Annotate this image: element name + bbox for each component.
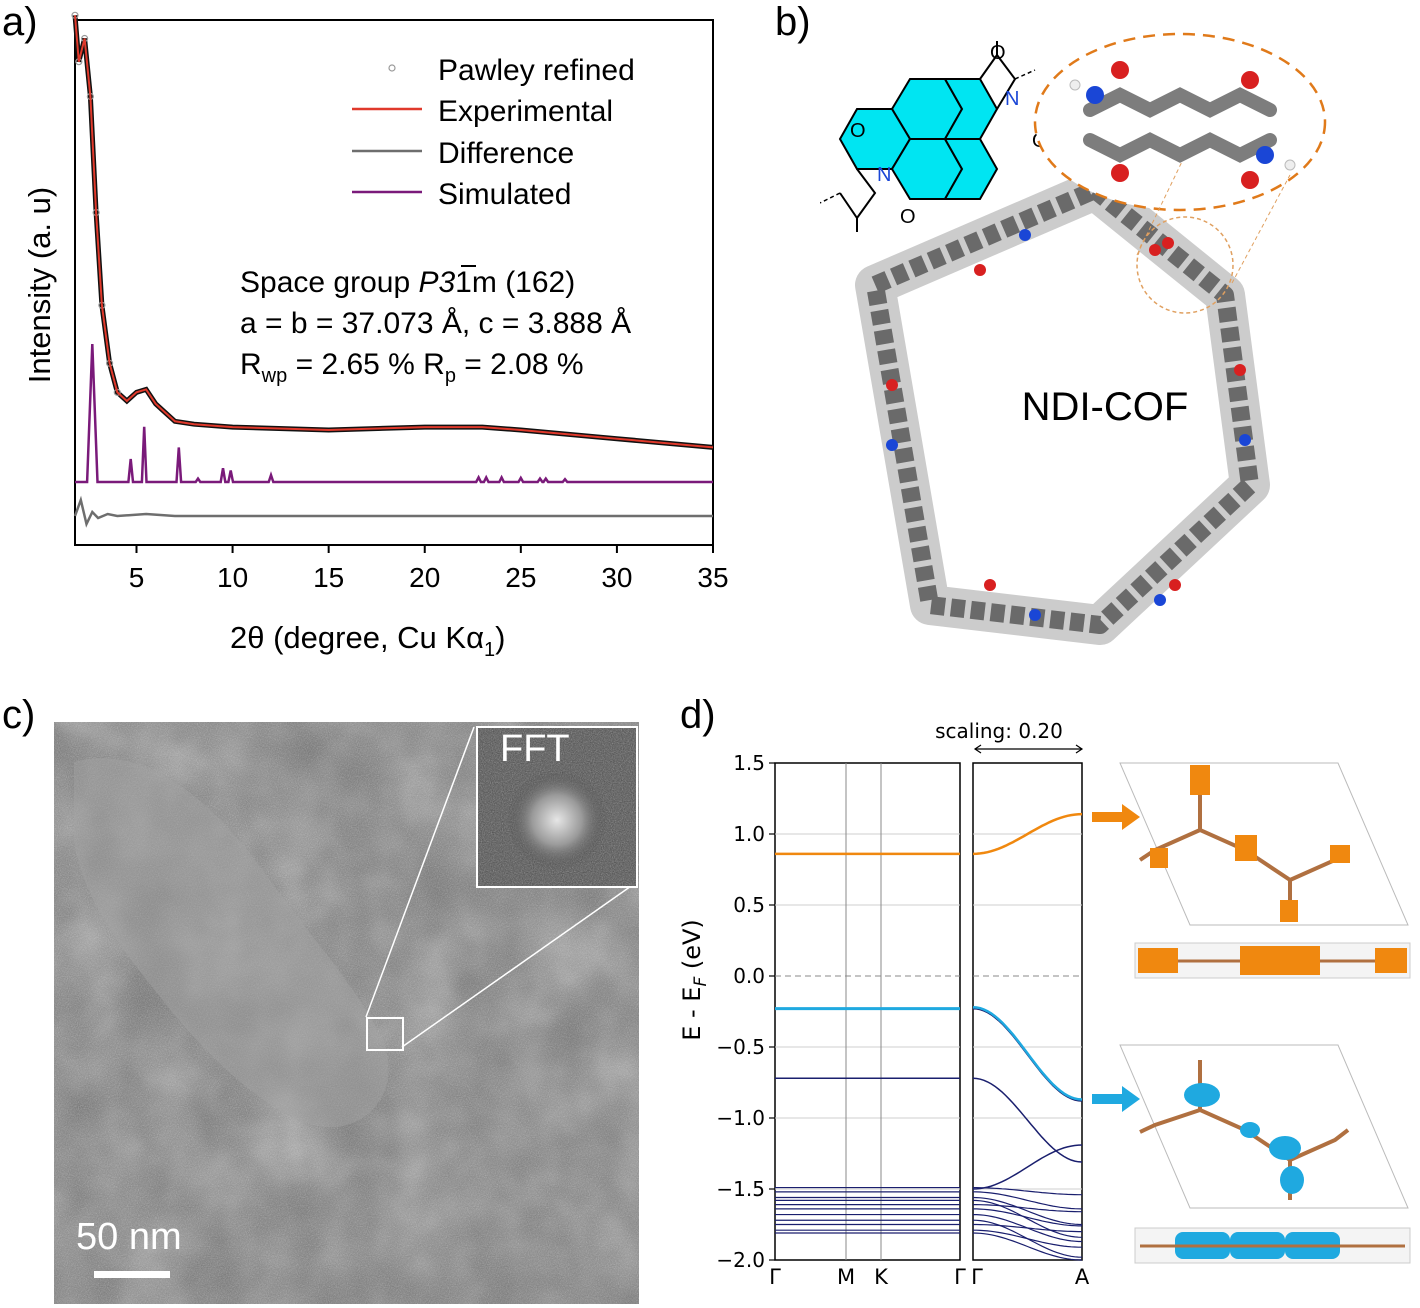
band-line [973, 1208, 1082, 1227]
xrd-x-axis-label: 2θ (degree, Cu Kα1) [230, 620, 505, 661]
k-point-label: Γ [954, 1265, 966, 1289]
vbm-arrow [1092, 1086, 1140, 1112]
imide-top [979, 53, 1017, 110]
legend-simulated: Simulated [438, 178, 571, 211]
r-factors: Rwp = 2.65 % Rp = 2.08 % [240, 348, 584, 387]
band-lines [775, 812, 1083, 1261]
band-panel-frame [972, 762, 1083, 1261]
xrd-chart: 5 10 15 20 25 30 35 Pawley refined Experimenta… [22, 11, 729, 661]
panel-label-c: c) [2, 693, 36, 737]
band-axes: 1.51.00.50.0−0.5−1.0−1.5−2.0Γ M K Γ Γ A [716, 751, 1089, 1289]
xrd-y-axis-label: Intensity (a. u) [22, 187, 57, 383]
xrd-x-tick-label: 15 [313, 562, 344, 593]
band-line [972, 1232, 1083, 1261]
scale-bar-label: 50 nm [76, 1216, 182, 1258]
k-point-label: A [1075, 1265, 1090, 1289]
cbm-arrow [1092, 804, 1140, 830]
xrd-difference-series [73, 495, 713, 528]
band-structure-chart: scaling: 0.20 1.5 1.0 0.5 0.0 −0.5 −1.0 −1.5 −2… [678, 719, 1411, 1289]
band-y-tick-label: 1.0 [733, 822, 765, 846]
lattice-parameters: a = b = 37.073 Å, c = 3.888 Å [240, 307, 631, 340]
legend-difference: Difference [438, 137, 574, 170]
fft-source-box [366, 1017, 404, 1051]
band-line [973, 1223, 1082, 1233]
space-group-label: Space group P31m (162) [240, 266, 575, 299]
band-y-tick-label: −2.0 [716, 1248, 765, 1272]
xrd-x-tick-label: 5 [129, 562, 145, 593]
band-y-axis-label: E - EF (eV) [678, 919, 711, 1041]
k-point-label: M [837, 1265, 855, 1289]
k-point-label: K [874, 1265, 889, 1289]
band-line [972, 1196, 1083, 1226]
fft-inset: FFT [476, 726, 638, 888]
band-y-tick-label: −1.5 [716, 1177, 765, 1201]
atom-o-bottom: O [900, 206, 916, 228]
band-y-tick-label: −0.5 [716, 1035, 765, 1059]
ndi-cof-structure: O O O O N N NDI-COF [820, 32, 1327, 645]
scale-bar [94, 1271, 170, 1278]
band-line-vbm [972, 1005, 1083, 1101]
k-point-label: Γ [971, 1265, 983, 1289]
xrd-x-tick-label: 35 [697, 562, 728, 593]
band-line [972, 1199, 1083, 1238]
xrd-x-tick-label: 30 [601, 562, 632, 593]
band-y-tick-label: −1.0 [716, 1106, 765, 1130]
cof-framework [855, 170, 1270, 645]
atom-o-left: O [850, 120, 866, 142]
imide-bottom [839, 168, 877, 220]
zoom-source-circle [1136, 216, 1234, 314]
xrd-simulated-series [75, 343, 713, 484]
legend-experimental: Experimental [438, 95, 613, 128]
xrd-experimental-series [74, 15, 714, 449]
band-panel-frame [774, 762, 961, 1261]
xrd-legend: Pawley refined Experimental Difference S… [352, 54, 635, 211]
panel-label-b: b) [775, 0, 811, 44]
atom-n-top: N [1005, 88, 1019, 110]
xrd-series [71, 11, 714, 528]
tem-image: FFT 50 nm [54, 722, 639, 1304]
xrd-x-tick-label: 20 [409, 562, 440, 593]
band-y-tick-label: 1.5 [733, 751, 765, 775]
scaling-label: scaling: 0.20 [935, 719, 1063, 743]
xrd-x-ticks: 5 10 15 20 25 30 35 [129, 545, 729, 593]
atom-n-bottom: N [877, 164, 891, 186]
band-y-tick-label: 0.5 [733, 893, 765, 917]
band-line [972, 1191, 1083, 1210]
legend-marker-pawley [388, 64, 396, 72]
cbm-orbital-plot [1119, 762, 1411, 979]
band-line [973, 1204, 1082, 1213]
ndi-molecule: O O O O N N [820, 41, 1048, 232]
ndi-ring-bottom-right [943, 138, 999, 200]
legend-pawley: Pawley refined [438, 54, 635, 87]
xrd-x-tick-label: 10 [217, 562, 248, 593]
panel-label-a: a) [2, 0, 38, 44]
band-line [973, 1187, 1082, 1196]
band-y-tick-label: 0.0 [733, 964, 765, 988]
vbm-orbital-plot [1119, 1044, 1411, 1264]
panel-label-d: d) [680, 693, 716, 737]
band-line [972, 1077, 1083, 1163]
zoom-ellipse [1033, 32, 1327, 212]
xrd-x-tick-label: 25 [505, 562, 536, 593]
k-point-label: Γ [769, 1265, 781, 1289]
zoom-molecule [1069, 61, 1296, 189]
band-line-cbm [972, 812, 1083, 856]
cof-label: NDI-COF [1022, 385, 1189, 429]
band-line [973, 1229, 1082, 1248]
atom-o-top: O [990, 42, 1006, 64]
xrd-plot-frame [74, 19, 714, 546]
fft-label: FFT [500, 728, 570, 770]
band-line [972, 1144, 1083, 1190]
